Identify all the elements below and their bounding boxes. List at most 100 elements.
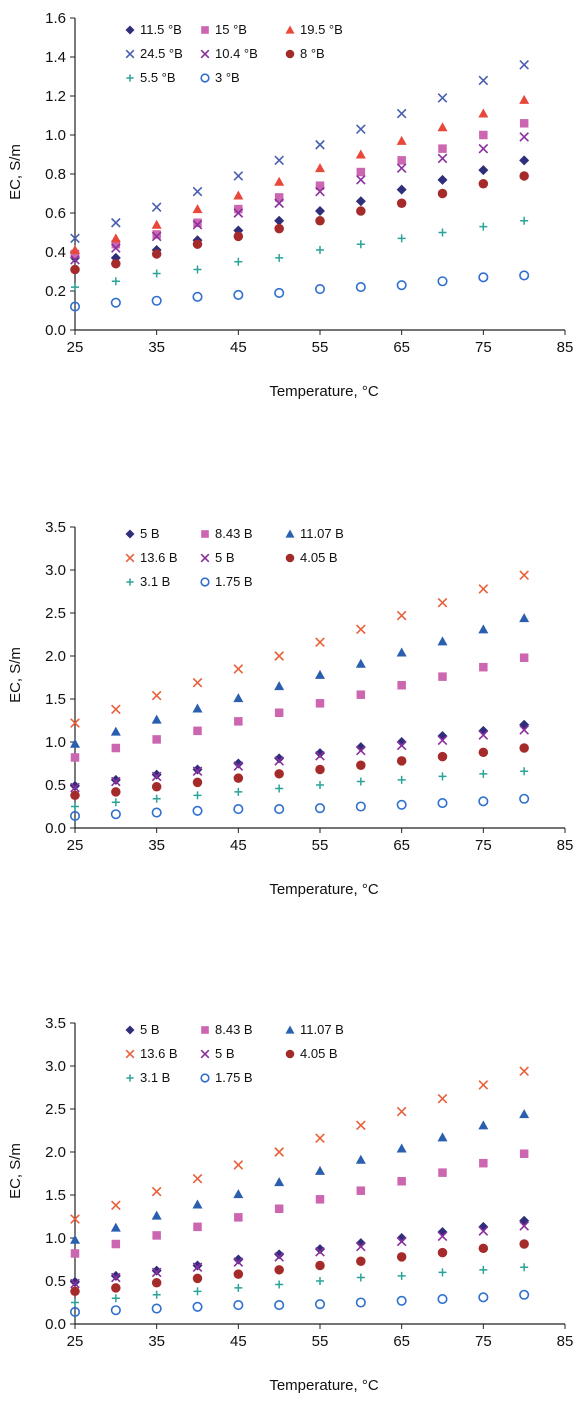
data-point (355, 1154, 366, 1164)
data-point (70, 233, 80, 244)
data-point (274, 651, 284, 661)
legend-label: 5 B (140, 1022, 160, 1037)
data-point (233, 1254, 244, 1265)
chart-3-markers (69, 1066, 530, 1318)
data-point (356, 167, 366, 177)
legend-marker (125, 25, 135, 35)
data-point (478, 165, 489, 176)
data-point (151, 295, 162, 306)
legend-item: 10.4 °B (200, 46, 258, 61)
data-point (437, 751, 448, 762)
series-1 (70, 1215, 530, 1287)
data-point (478, 730, 489, 740)
data-point (315, 163, 325, 173)
legend-marker (126, 74, 134, 82)
data-point (274, 804, 285, 815)
data-point (151, 1265, 162, 1276)
x-tick-label: 35 (148, 1333, 165, 1350)
series-8 (69, 1289, 530, 1318)
y-tick-label: 3.5 (45, 1015, 66, 1032)
data-point (437, 93, 448, 103)
legend-label: 5 B (215, 550, 235, 565)
x-tick-label: 45 (230, 837, 247, 854)
data-point (274, 287, 285, 299)
data-point (111, 1294, 120, 1303)
legend-label: 5.5 °B (140, 70, 176, 85)
data-point (152, 1231, 161, 1240)
data-point (274, 1265, 284, 1275)
legend-marker (125, 49, 135, 59)
data-point (478, 796, 489, 807)
x-tick-label: 65 (393, 837, 410, 854)
legend-marker (201, 1026, 209, 1034)
data-point (193, 265, 202, 274)
legend-marker (285, 1025, 295, 1034)
series-5 (70, 725, 529, 793)
data-point (110, 297, 121, 308)
series-3 (70, 1109, 530, 1244)
data-point (478, 747, 489, 758)
data-point (275, 253, 284, 262)
legend-label: 11.5 °B (140, 22, 182, 37)
y-tick-label: 1.0 (45, 734, 66, 751)
data-point (151, 714, 162, 724)
data-point (479, 1158, 488, 1168)
data-point (478, 1120, 489, 1130)
data-point (70, 1249, 80, 1258)
data-point (519, 1239, 529, 1249)
data-point (479, 222, 488, 231)
data-point (396, 1233, 407, 1243)
data-point (274, 769, 284, 779)
data-point (437, 1231, 448, 1242)
data-point (274, 1147, 284, 1157)
data-point (274, 1204, 284, 1214)
data-point (316, 1277, 324, 1285)
y-tick-label: 0.0 (45, 1316, 66, 1333)
data-point (315, 764, 325, 775)
data-point (478, 624, 489, 634)
data-point (315, 637, 325, 648)
data-point (192, 677, 203, 688)
legend-item: 4.05 B (285, 550, 338, 565)
data-point (193, 218, 202, 227)
data-point (111, 1239, 121, 1249)
legend-label: 13.6 B (140, 550, 178, 565)
data-point (151, 771, 162, 782)
data-point (315, 748, 325, 759)
data-point (478, 1226, 489, 1236)
data-point (111, 1200, 121, 1211)
data-point (315, 186, 325, 197)
data-point (437, 1093, 448, 1104)
chart-2-x-axis-label: Temperature, °C (269, 881, 379, 898)
data-point (233, 761, 244, 771)
legend-item: 19.5 °B (285, 22, 343, 37)
data-point (396, 737, 407, 747)
legend-marker (201, 530, 209, 538)
y-tick-label: 2.5 (45, 605, 66, 622)
legend-label: 3 °B (215, 70, 240, 85)
series-7 (71, 767, 529, 811)
legend-item: 5.5 °B (126, 70, 176, 85)
data-point (356, 624, 366, 635)
x-tick-label: 45 (230, 339, 247, 356)
legend-label: 3.1 B (140, 574, 170, 589)
data-point (274, 215, 285, 226)
data-point (274, 753, 285, 764)
data-point (478, 1080, 489, 1090)
data-point (396, 198, 407, 208)
data-point (151, 781, 162, 792)
y-tick-label: 3.0 (45, 1058, 66, 1075)
series-3 (70, 94, 530, 255)
x-tick-label: 75 (475, 339, 492, 356)
data-point (111, 787, 121, 797)
data-point (355, 1297, 366, 1308)
legend-label: 5 B (215, 1046, 235, 1061)
data-point (479, 130, 488, 140)
data-point (356, 1256, 366, 1266)
legend-marker (285, 25, 295, 34)
data-point (151, 219, 162, 229)
data-point (519, 719, 530, 730)
chart-1-legend: 11.5 °B 15 °B 19.5 °B 24.5 °B 10.4 °B 8 °B 5.5… (125, 22, 343, 85)
legend-item: 11.5 °B (125, 22, 182, 37)
data-point (151, 249, 162, 259)
